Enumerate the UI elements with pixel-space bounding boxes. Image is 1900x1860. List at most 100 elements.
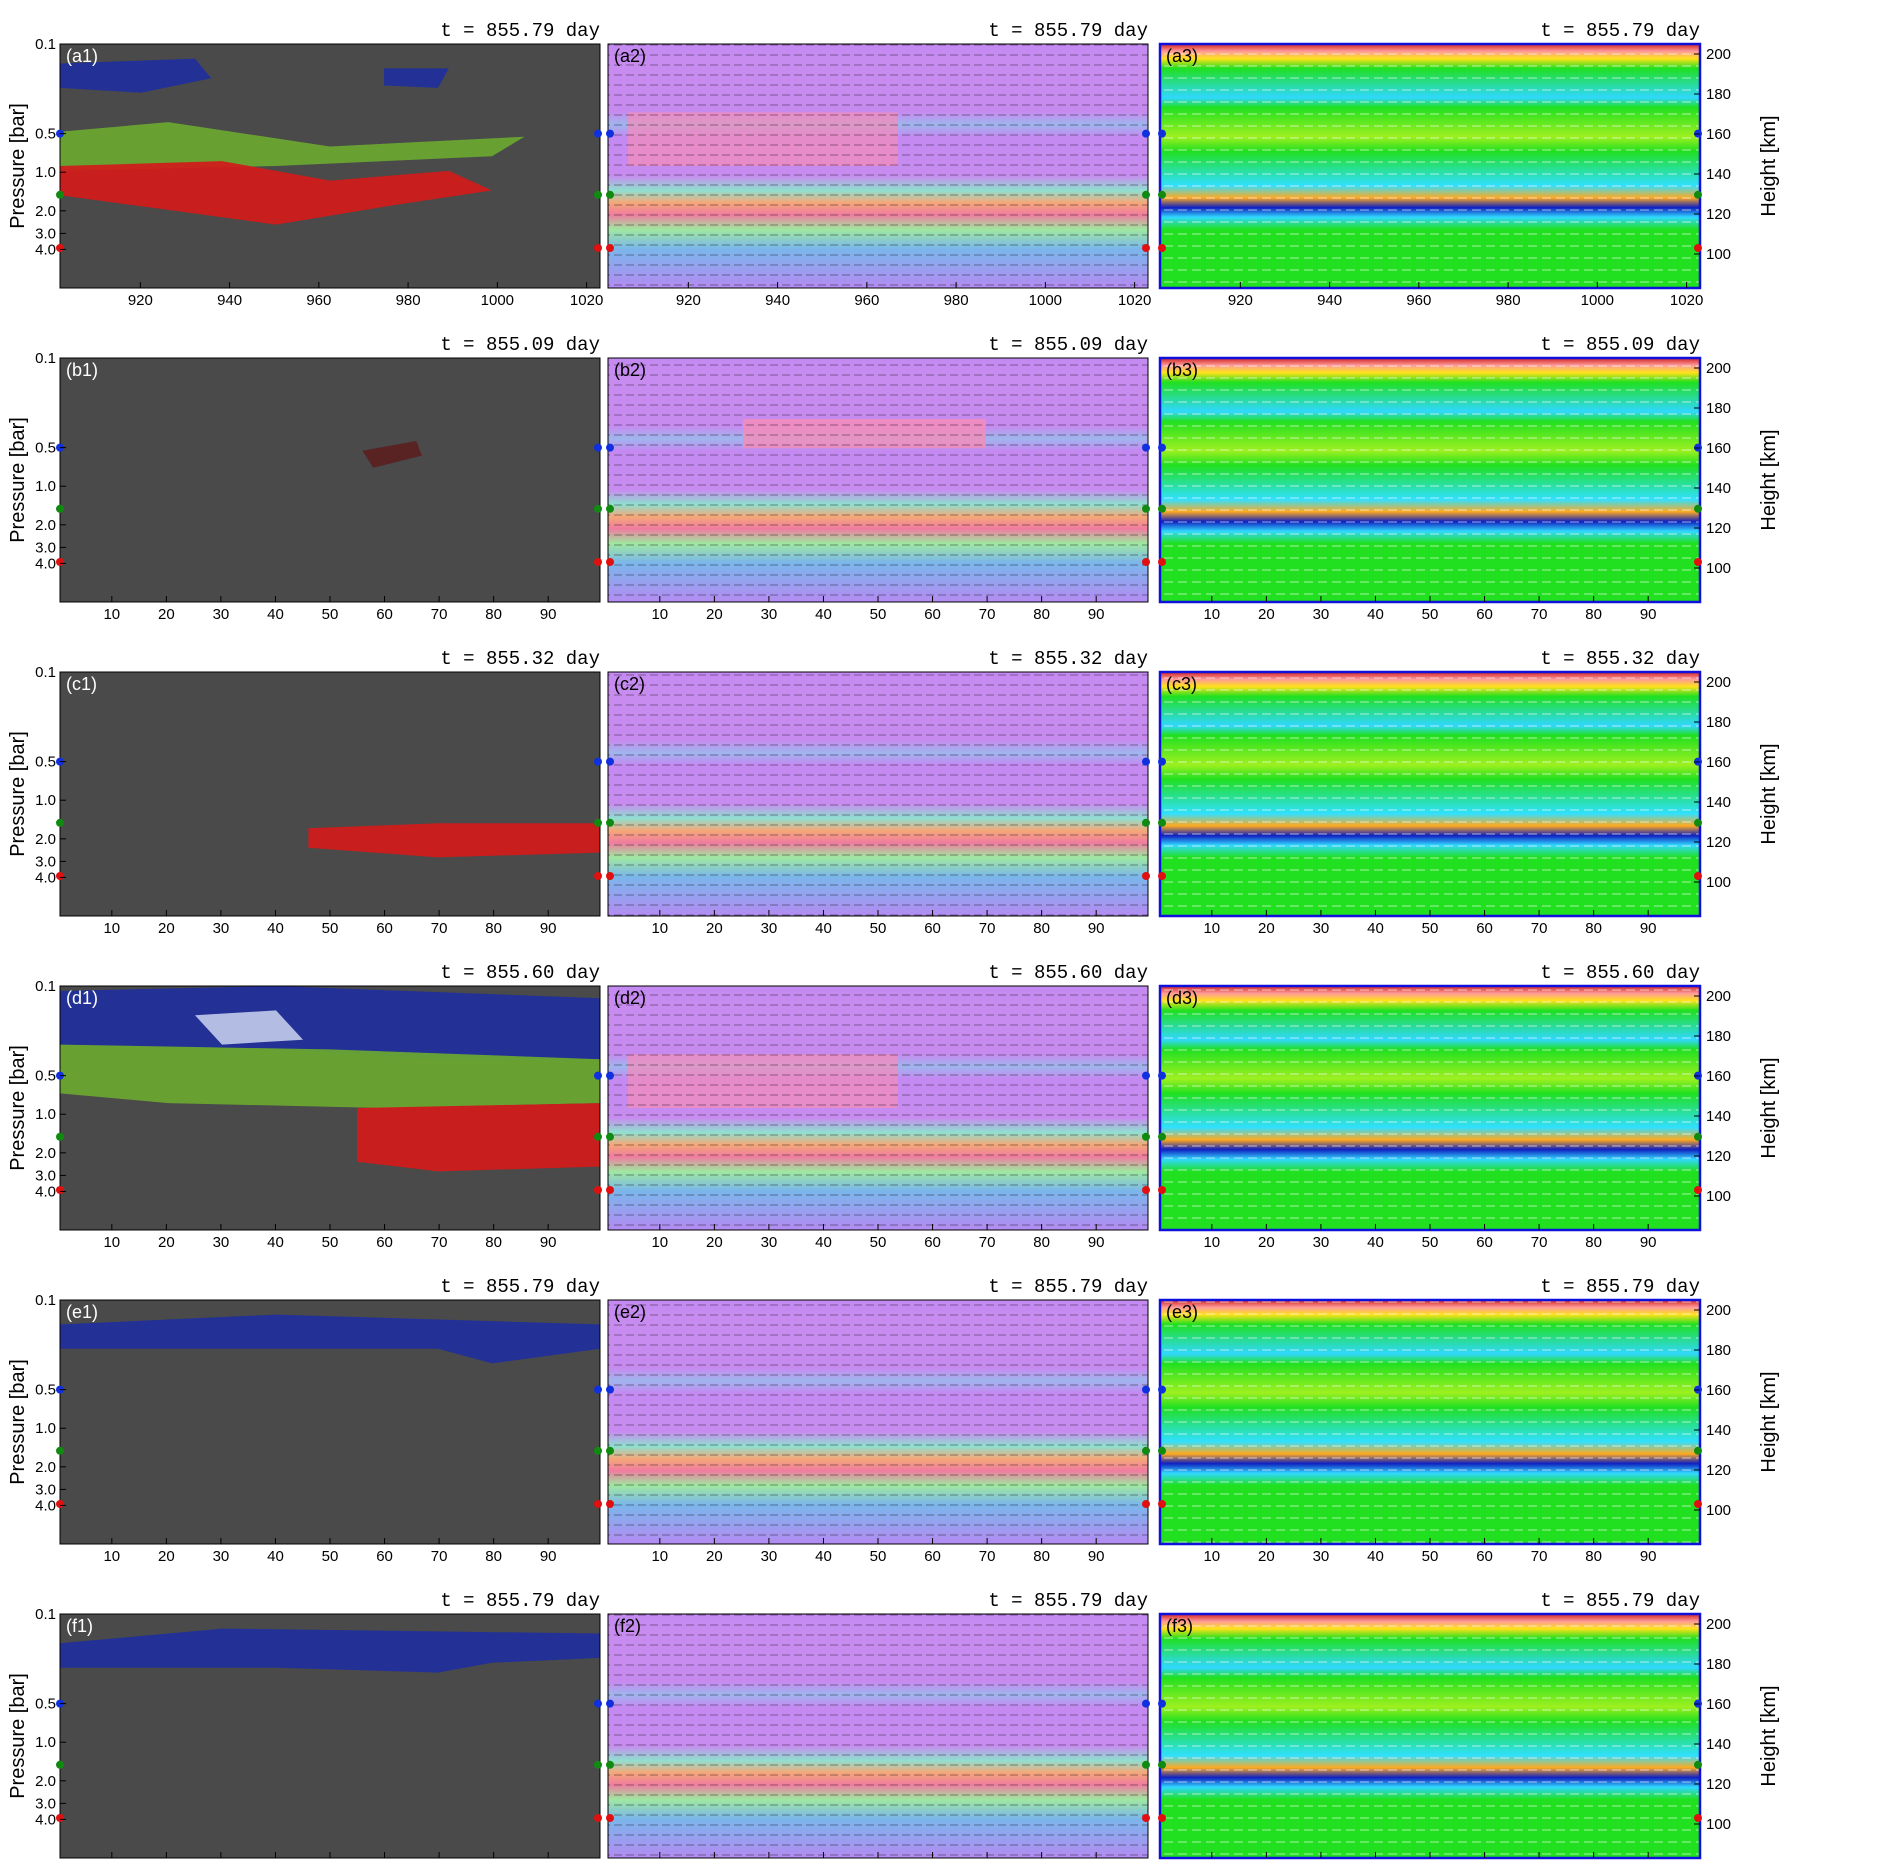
y2-tick-label: 100: [1706, 1502, 1731, 1519]
y2-tick-label: 120: [1706, 834, 1731, 851]
level-marker: [1158, 1760, 1166, 1769]
x-tick-label: 30: [1313, 1234, 1330, 1251]
level-marker: [1142, 243, 1150, 252]
x-tick-label: 1020: [1118, 292, 1151, 309]
x-tick-label: 30: [1313, 1548, 1330, 1565]
left-axis-label: Pressure [bar]: [7, 731, 29, 857]
y2-tick-label: 200: [1706, 46, 1731, 63]
level-marker: [1158, 871, 1166, 880]
x-tick-label: 70: [431, 1234, 448, 1251]
level-marker: [606, 557, 614, 566]
time-label: t = 855.60 day: [1540, 962, 1700, 984]
level-marker: [594, 1499, 602, 1508]
y2-tick-label: 140: [1706, 794, 1731, 811]
panel-e2: (e2) t = 855.79 day 10 20 30 40 50 60 70 80 90: [606, 1276, 1150, 1565]
y2-tick-label: 160: [1706, 1382, 1731, 1399]
x-tick-label: 90: [540, 920, 557, 937]
panel-label: (c3): [1166, 674, 1197, 694]
level-marker: [594, 443, 602, 452]
x-tick-label: 20: [1258, 606, 1275, 623]
wind-vectors: [608, 358, 1148, 602]
y-tick-label: 2.0: [35, 831, 56, 848]
time-label: t = 855.09 day: [988, 334, 1148, 356]
level-marker: [594, 1446, 602, 1455]
x-tick-label: 940: [1317, 292, 1342, 309]
level-marker: [1694, 1499, 1702, 1508]
panel-c3: (c3) t = 855.32 day 10 20 30 40 50 60 70 80 90: [1158, 648, 1702, 937]
x-tick-label: 40: [1367, 1548, 1384, 1565]
x-tick-label: 60: [1476, 1548, 1493, 1565]
x-tick-label: 30: [213, 1548, 230, 1565]
level-marker: [606, 1385, 614, 1394]
x-tick-label: 70: [431, 920, 448, 937]
panel-a2: (a2) t = 855.79 day 920 940 960 980 1000 1020: [606, 20, 1151, 309]
x-tick-label: 60: [924, 920, 941, 937]
level-marker: [594, 871, 602, 880]
panel-label: (a1): [66, 46, 98, 66]
x-tick-label: 60: [924, 1548, 941, 1565]
y2-tick-label: 200: [1706, 674, 1731, 691]
panel-label: (c2): [614, 674, 645, 694]
level-marker: [1142, 1071, 1150, 1080]
wind-vectors: [1160, 1300, 1700, 1544]
level-marker: [1158, 504, 1166, 513]
y2-tick-label: 100: [1706, 246, 1731, 263]
panel-e3: (e3) t = 855.79 day 10 20 30 40 50 60 70 80 90: [1158, 1276, 1702, 1565]
x-tick-label: 940: [217, 292, 242, 309]
x-tick-label: 60: [924, 606, 941, 623]
wind-vectors: [608, 1300, 1148, 1544]
level-marker: [606, 1699, 614, 1708]
level-marker: [594, 504, 602, 513]
x-tick-label: 10: [103, 606, 120, 623]
x-tick-label: 30: [1313, 606, 1330, 623]
time-label: t = 855.79 day: [988, 1276, 1148, 1298]
level-marker: [606, 443, 614, 452]
y-tick-label: 0.1: [35, 1292, 56, 1309]
x-tick-label: 30: [213, 1234, 230, 1251]
x-tick-label: 10: [1203, 606, 1220, 623]
x-tick-label: 70: [979, 1234, 996, 1251]
y2-tick-label: 180: [1706, 714, 1731, 731]
level-marker: [606, 1499, 614, 1508]
cloud-region: [60, 122, 525, 171]
cloud-region: [384, 68, 449, 88]
panel-label: (f3): [1166, 1616, 1193, 1636]
y-tick-label: 0.1: [35, 36, 56, 53]
level-marker: [56, 818, 64, 827]
level-marker: [1158, 1071, 1166, 1080]
level-marker: [1158, 1499, 1166, 1508]
panel-label: (d2): [614, 988, 646, 1008]
level-marker: [1142, 757, 1150, 766]
level-marker: [1694, 1813, 1702, 1822]
wind-vectors: [608, 1614, 1148, 1858]
level-marker: [1694, 504, 1702, 513]
y-tick-label: 3.0: [35, 225, 56, 242]
x-tick-label: 960: [854, 292, 879, 309]
y2-tick-label: 200: [1706, 1616, 1731, 1633]
x-tick-label: 40: [267, 1234, 284, 1251]
x-tick-label: 90: [1640, 1548, 1657, 1565]
y-tick-label: 0.1: [35, 350, 56, 367]
y2-tick-label: 120: [1706, 206, 1731, 223]
panel-label: (b3): [1166, 360, 1198, 380]
row-a: Pressure [bar] Height [km] (a1) t = 855.79 …: [7, 20, 1780, 309]
cloud-region: [60, 161, 492, 225]
x-tick-label: 60: [1476, 920, 1493, 937]
x-tick-label: 30: [761, 920, 778, 937]
level-marker: [1158, 190, 1166, 199]
y-tick-label: 0.5: [35, 1068, 56, 1085]
x-tick-label: 70: [979, 606, 996, 623]
x-tick-label: 50: [322, 1234, 339, 1251]
y-tick-label: 1.0: [35, 478, 56, 495]
level-marker: [1142, 1813, 1150, 1822]
y-tick-label: 0.5: [35, 126, 56, 143]
y2-tick-label: 140: [1706, 1736, 1731, 1753]
time-label: t = 855.09 day: [440, 334, 600, 356]
panel-frame: [607, 43, 1149, 289]
x-tick-label: 1020: [570, 292, 603, 309]
time-label: t = 855.79 day: [440, 1590, 600, 1612]
x-tick-label: 50: [322, 920, 339, 937]
level-marker: [1158, 1699, 1166, 1708]
time-label: t = 855.32 day: [988, 648, 1148, 670]
